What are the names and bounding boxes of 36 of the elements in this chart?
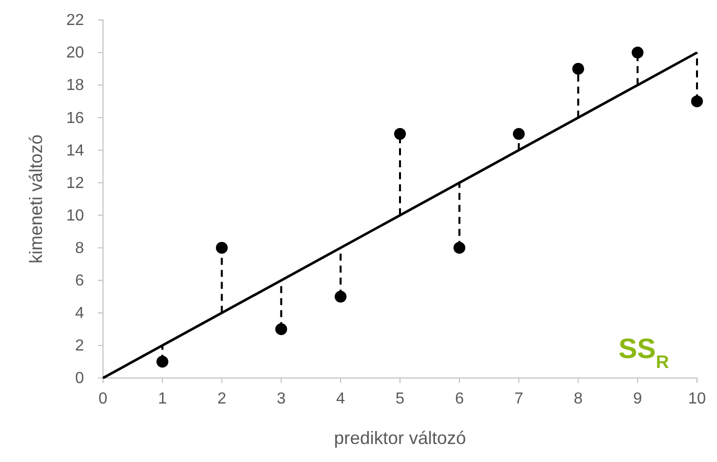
y-tick-label: 8 [75,240,84,257]
point [394,128,406,140]
point [334,290,347,303]
x-tick-label: 6 [454,390,464,408]
x-tick-label: 0 [98,390,108,408]
y-tick-label: 0 [75,370,84,388]
point [512,128,525,140]
x-tick-label: 4 [336,390,346,408]
y-tick-label: 6 [75,272,84,290]
y-axis-title: kimeneti változó [26,134,46,264]
y-tick-label: 22 [66,12,84,30]
point [156,356,168,368]
x-tick-label: 10 [688,390,706,408]
point [632,46,644,58]
y-tick-label: 16 [66,110,84,127]
x-tick-label: 8 [574,390,583,408]
point [216,242,228,254]
x-tick-label: 7 [514,390,524,408]
point [453,242,466,254]
y-tick-label: 10 [66,207,84,224]
point [275,323,288,336]
point [572,62,584,75]
y-tick-label: 12 [66,174,84,192]
point [691,95,703,108]
x-tick-label: 2 [217,390,226,408]
y-tick-label: 4 [75,305,84,322]
x-tick-label: 3 [276,390,286,408]
y-tick-label: 2 [75,338,84,355]
x-axis-title: prediktor változó [334,428,466,448]
x-tick-label: 9 [633,390,642,408]
x-tick-label: 1 [158,390,167,408]
y-tick-label: 18 [66,77,84,94]
annotation: SS$_{R}$ [618,333,669,372]
y-tick-label: 20 [66,44,84,62]
x-tick-label: 5 [396,390,405,408]
y-tick-label: 14 [66,142,84,160]
